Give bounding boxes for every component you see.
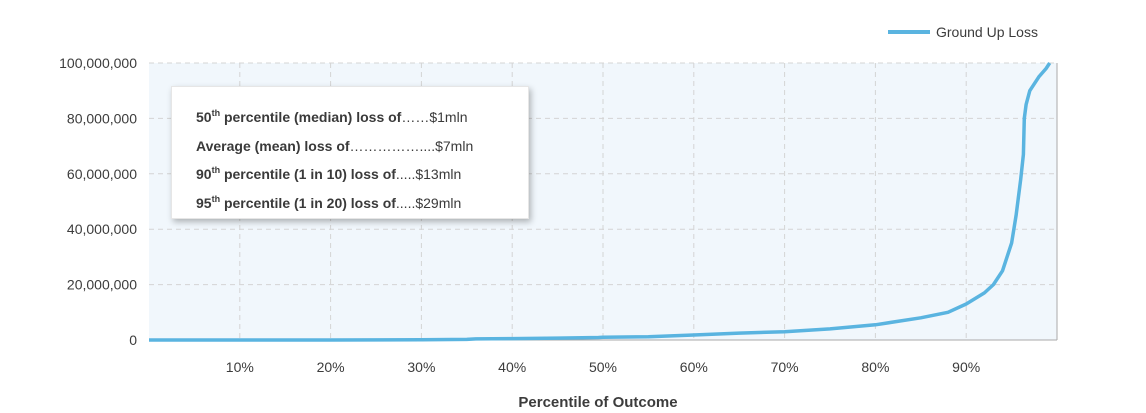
info-line-median: 50th percentile (median) loss of……$1mln [196,103,528,132]
info-sup: th [211,193,221,204]
x-tick-label: 50% [589,359,617,375]
info-value: $1mln [429,109,468,125]
x-tick-label: 20% [317,359,345,375]
info-label: Average (mean) loss of [196,137,350,154]
y-axis-ticks: 0 20,000,000 40,000,000 60,000,000 80,000,00… [59,55,137,348]
info-dots: …………….... [349,137,436,154]
y-tick-label: 40,000,000 [67,221,137,237]
info-value: $13mln [415,166,462,182]
info-dots: …… [401,109,430,125]
ground-up-loss-line [149,62,1052,342]
x-tick-label: 40% [498,359,526,375]
info-dots: ..... [395,166,416,182]
legend-label: Ground Up Loss [936,24,1038,40]
y-tick-label: 80,000,000 [67,110,137,126]
y-tick-label: 60,000,000 [67,166,137,182]
x-tick-label: 60% [680,359,708,375]
info-line-mean: Average (mean) loss of……………....$7mln [196,132,528,161]
y-tick-label: 20,000,000 [67,277,137,293]
info-label: percentile (1 in 20) loss of [220,194,396,211]
x-tick-label: 10% [226,359,254,375]
info-ord: 50 [196,109,212,125]
summary-box: 50th percentile (median) loss of……$1mln … [171,86,529,219]
info-value: $7mln [435,137,474,154]
x-tick-label: 80% [861,359,889,375]
y-tick-label: 0 [129,332,137,348]
x-axis-ticks: 10% 20% 30% 40% 50% 60% 70% 80% 90% [226,359,980,375]
grid [149,62,1057,340]
x-axis-label: Percentile of Outcome [518,394,677,411]
info-label: percentile (median) loss of [220,109,402,125]
info-ord: 90 [196,166,212,182]
info-sup: th [211,165,221,175]
x-tick-label: 30% [407,359,435,375]
info-line-p95: 95th percentile (1 in 20) loss of.....$2… [196,189,528,218]
legend[interactable]: Ground Up Loss [888,24,1038,40]
info-ord: 95 [196,194,212,211]
info-sup: th [211,108,221,118]
info-label: percentile (1 in 10) loss of [220,166,396,182]
x-tick-label: 90% [952,359,980,375]
y-tick-label: 100,000,000 [59,55,137,71]
info-value: $29mln [415,194,462,211]
info-dots: ..... [395,194,416,211]
info-line-p90: 90th percentile (1 in 10) loss of.....$1… [196,160,528,189]
x-tick-label: 70% [771,359,799,375]
